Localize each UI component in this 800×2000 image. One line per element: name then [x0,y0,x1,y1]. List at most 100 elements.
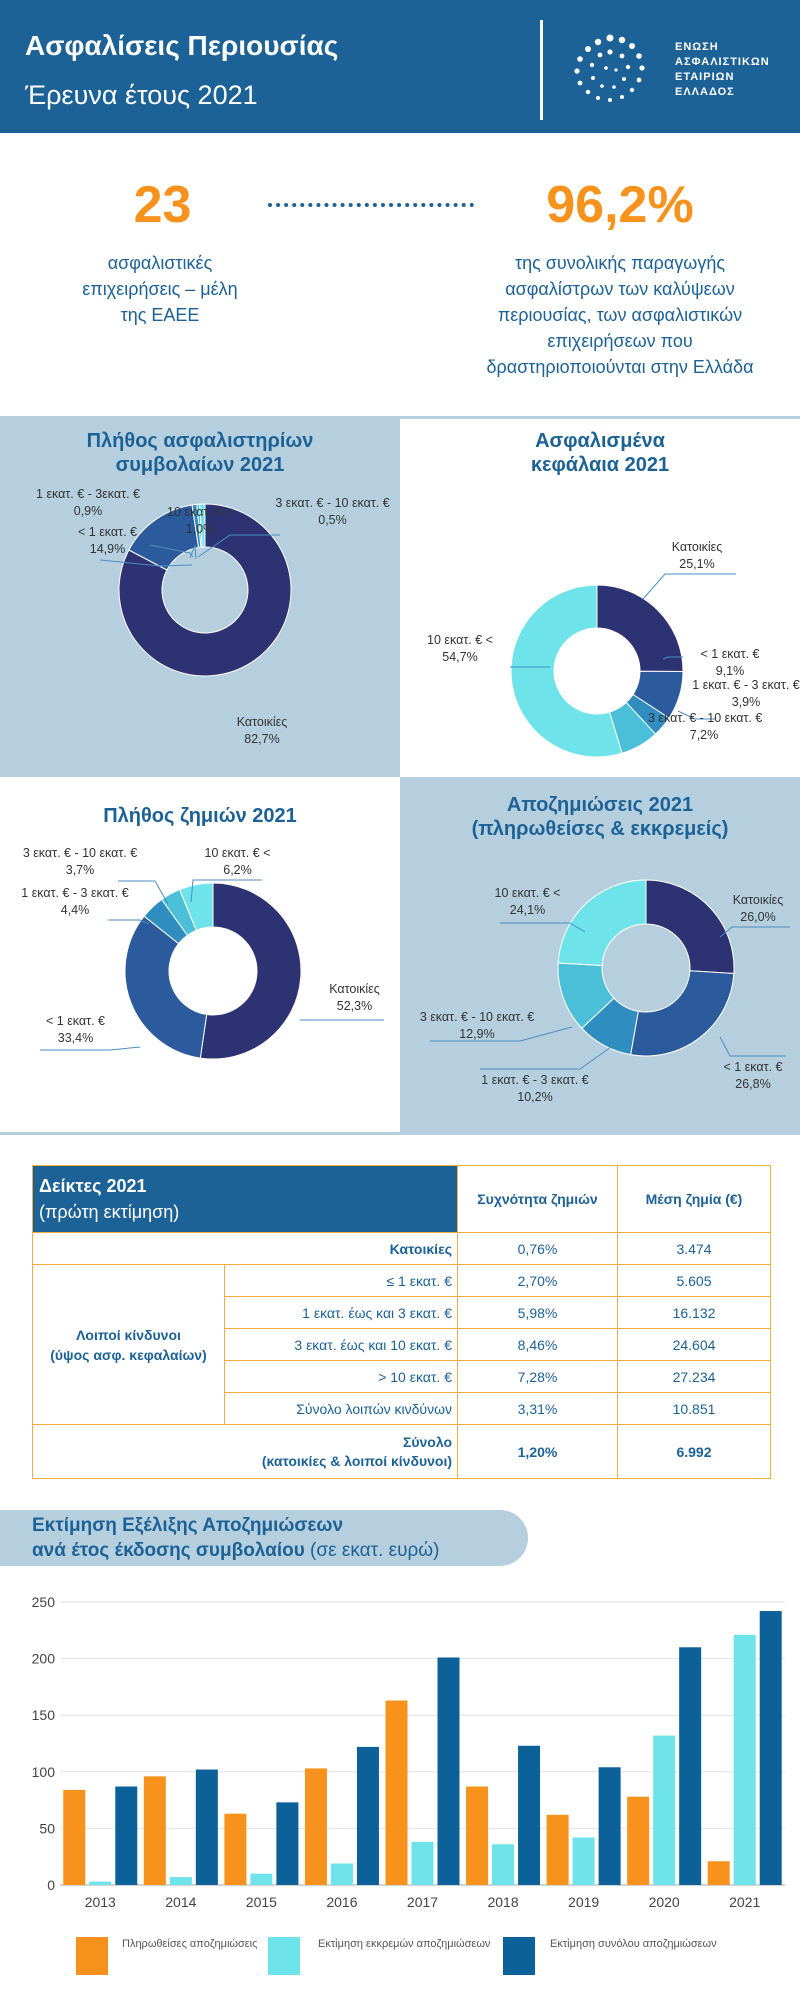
slice-label: 3 εκατ. € - 10 εκατ. € 7,2% [648,710,762,744]
bar [169,1877,192,1885]
leader-line [189,544,197,560]
x-tick-label: 2014 [165,1894,196,1910]
leader-line [719,926,790,938]
members-text: ασφαλιστικές επιχειρήσεις – μέλη της ΕΑΕ… [50,250,270,328]
bar [330,1863,353,1885]
panel-title-policies: Πλήθος ασφαλιστηρίων συμβολαίων 2021 [0,429,400,477]
donut-slice [630,970,735,1057]
table-row: Σύνολο λοιπών κινδύνων 3,31% 10.851 [33,1392,771,1425]
row-frequency: 5,98% [457,1296,618,1329]
slice-label: < 1 εκατ. € 26,8% [713,1059,793,1093]
slice-label: 10 εκατ. € < 54,7% [400,632,520,666]
leader-line [118,880,169,905]
bar [627,1796,650,1885]
leader-line [108,919,150,925]
leader-line [480,1046,612,1070]
slice-label: 1 εκατ. € - 3 εκατ. € 3,9% [692,677,800,711]
market-share-text-line: ασφαλίστρων των καλύψεων [505,279,735,299]
slice-label-value: 24,1% [509,903,546,917]
group-label: Λοιποί κίνδυνοι (ύψος ασφ. κεφαλαίων) [32,1264,225,1425]
org-line: ΑΣΦΑΛΙΣΤΙΚΩΝ [675,56,770,68]
leader-line [149,544,194,558]
donut-slice [118,503,292,677]
y-tick-label: 50 [39,1820,55,1836]
bar [143,1776,166,1885]
panel-policies: Πλήθος ασφαλιστηρίων συμβολαίων 2021 1 ε… [0,419,400,777]
donut-slice [199,503,206,548]
slice-label-value: 0,9% [73,504,103,518]
slice-label: Κατοικίες 26,0% [718,892,798,926]
row-label: Κατοικίες [32,1232,458,1265]
page-title: Ασφαλίσεις Περιουσίας [25,30,339,61]
panel-title-capital: Ασφαλισμένα κεφάλαια 2021 [400,429,800,477]
panel-title-line: Αποζημιώσεις 2021 [506,794,694,816]
indicators-table: Δείκτες 2021 (πρώτη εκτίμηση) Συχνότητα … [32,1165,771,1479]
bar [759,1611,782,1885]
panel-title-line: Πλήθος ζημιών 2021 [103,805,297,827]
bar [653,1735,676,1885]
bar [304,1768,327,1885]
members-count: 23 [133,176,192,234]
slice-label-name: 10 εκατ. € < [167,505,233,519]
slice-label-name: 1 εκατ. € - 3 εκατ. € [481,1073,589,1087]
panel-capital: Ασφαλισμένα κεφάλαια 2021 Κατοικίες 25,1%… [400,419,800,777]
bar [679,1647,702,1885]
bar [572,1837,595,1885]
org-line: ΕΛΛΑΔΟΣ [675,86,735,98]
leader-line [197,534,280,558]
slice-label-value: 82,7% [244,732,280,746]
slice-label-value: 26,8% [735,1077,771,1091]
x-tick-label: 2017 [407,1894,438,1910]
panel-title-line: Ασφαλισμένα [535,430,665,452]
slice-label-name: 1 εκατ. € - 3εκατ. € [36,487,140,501]
row-label: 3 εκατ. έως και 10 εκατ. € [224,1328,458,1361]
slice-label-value: 4,4% [60,903,90,917]
section-divider [0,1132,800,1135]
table-row: Κατοικίες 0,76% 3.474 [32,1232,771,1265]
bar-chart-unit: (σε εκατ. ευρώ) [310,1540,440,1561]
leader-line [719,1036,786,1057]
donut-chart-claims-count [40,879,384,1060]
bar [492,1844,515,1885]
bar-chart-title: Εκτίμηση Εξέλιξης Αποζημιώσεων ανά έτος … [32,1513,439,1563]
donut-chart-policies [99,503,292,677]
slice-label: Κατοικίες 52,3% [312,981,397,1015]
bar [250,1873,273,1885]
org-line: ΕΝΩΣΗ [675,41,719,53]
row-avg-loss: 24.604 [617,1328,771,1361]
slice-label-value: 26,0% [740,910,776,924]
panel-title-line: συμβολαίων 2021 [115,454,285,476]
donut-slice [124,915,208,1059]
bar [411,1841,434,1885]
panel-title-line: κεφάλαια 2021 [530,454,670,476]
bar [707,1861,730,1885]
total-label-line: Σύνολο [402,1433,452,1450]
market-share-text-line: περιουσίας, των ασφαλιστικών [497,305,743,325]
table-row: 3 εκατ. έως και 10 εκατ. € 8,46% 24.604 [33,1328,771,1361]
col-header-frequency: Συχνότητα ζημιών [457,1165,618,1233]
table-row: 1 εκατ. έως και 3 εκατ. € 5,98% 16.132 [33,1296,771,1329]
y-tick-label: 250 [32,1594,56,1610]
legend-swatch [268,1937,300,1975]
slice-label: Κατοικίες 25,1% [657,539,737,573]
slice-label: 10 εκατ. € < 24,1% [480,885,575,919]
slice-label-value: 9,1% [715,664,745,678]
panel-title-claims-count: Πλήθος ζημιών 2021 [0,804,400,828]
slice-label: 10 εκατ. € < 6,2% [190,845,285,879]
group-label-line: Λοιποί κίνδυνοι [76,1326,181,1343]
donut-chart-compensations [430,879,790,1070]
donut-chart-capital [510,573,736,758]
members-text-line: της ΕΑΕΕ [120,305,200,325]
slice-label-name: Κατοικίες [732,893,784,907]
panel-claims-count: Πλήθος ζημιών 2021 3 εκατ. € - 10 εκατ. … [0,777,400,1132]
bar-chart-title-line: ανά έτος έκδοσης συμβολαίου (σε εκατ. ευ… [32,1540,440,1561]
slice-label-name: 1 εκατ. € - 3 εκατ. € [21,886,129,900]
slice-label-value: 7,2% [689,728,719,742]
leader-line [677,710,715,720]
slice-label-value: 54,7% [442,650,478,664]
total-label: Σύνολο (κατοικίες & λοιποί κίνδυνοι) [32,1424,458,1479]
page-subtitle: Έρευνα έτους 2021 [25,80,258,110]
x-tick-label: 2013 [85,1894,116,1910]
header-divider [540,20,543,120]
legend-label: Εκτίμηση εκκρεμών αποζημιώσεων [318,1938,491,1950]
